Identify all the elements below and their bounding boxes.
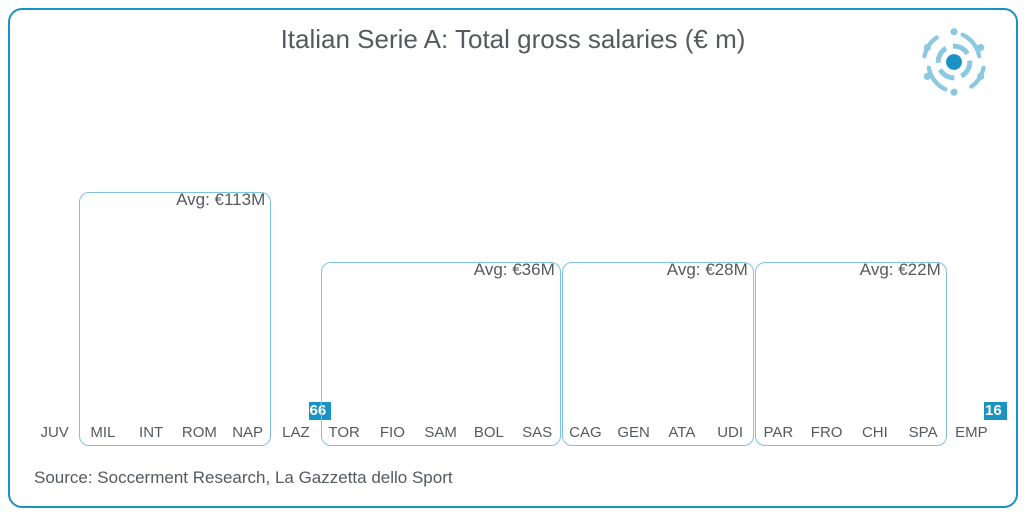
x-axis-label: SPA: [905, 420, 942, 444]
group-avg-label: Avg: €113M: [176, 190, 265, 210]
x-axis-label: FRO: [808, 420, 845, 444]
x-axis-label: EMP: [953, 420, 990, 444]
x-axis-label: INT: [133, 420, 170, 444]
x-axis-label: ATA: [663, 420, 700, 444]
x-axis-label: PAR: [760, 420, 797, 444]
source-text: Source: Soccerment Research, La Gazzetta…: [34, 468, 453, 488]
bar-value-label: 16: [984, 402, 1007, 421]
x-axis-label: MIL: [84, 420, 121, 444]
x-axis-label: GEN: [615, 420, 652, 444]
x-axis-label: CHI: [856, 420, 893, 444]
chart-title: Italian Serie A: Total gross salaries (€…: [10, 24, 1016, 55]
group-avg-label: Avg: €28M: [667, 260, 748, 280]
x-axis-label: LAZ: [277, 420, 314, 444]
x-axis-label: SAS: [519, 420, 556, 444]
x-axis-label: TOR: [326, 420, 363, 444]
x-axis-label: CAG: [567, 420, 604, 444]
bar-chart: 2196616 JUV MIL INT ROM NAP LAZ TOR FIO SAM BOL SA…: [32, 80, 994, 444]
bars-container: 2196616: [32, 80, 994, 420]
x-axis-label: FIO: [374, 420, 411, 444]
bar-value-label: 66: [309, 402, 332, 421]
group-avg-label: Avg: €36M: [474, 260, 555, 280]
x-axis-label: JUV: [36, 420, 73, 444]
x-axis-label: UDI: [712, 420, 749, 444]
x-axis-label: BOL: [470, 420, 507, 444]
group-avg-label: Avg: €22M: [860, 260, 941, 280]
x-axis-label: ROM: [181, 420, 218, 444]
x-axis-label: SAM: [422, 420, 459, 444]
x-axis-labels: JUV MIL INT ROM NAP LAZ TOR FIO SAM BOL SAS CAG GEN A…: [32, 420, 994, 444]
chart-frame: Italian Serie A: Total gross salaries (€…: [8, 8, 1018, 508]
x-axis-label: NAP: [229, 420, 266, 444]
